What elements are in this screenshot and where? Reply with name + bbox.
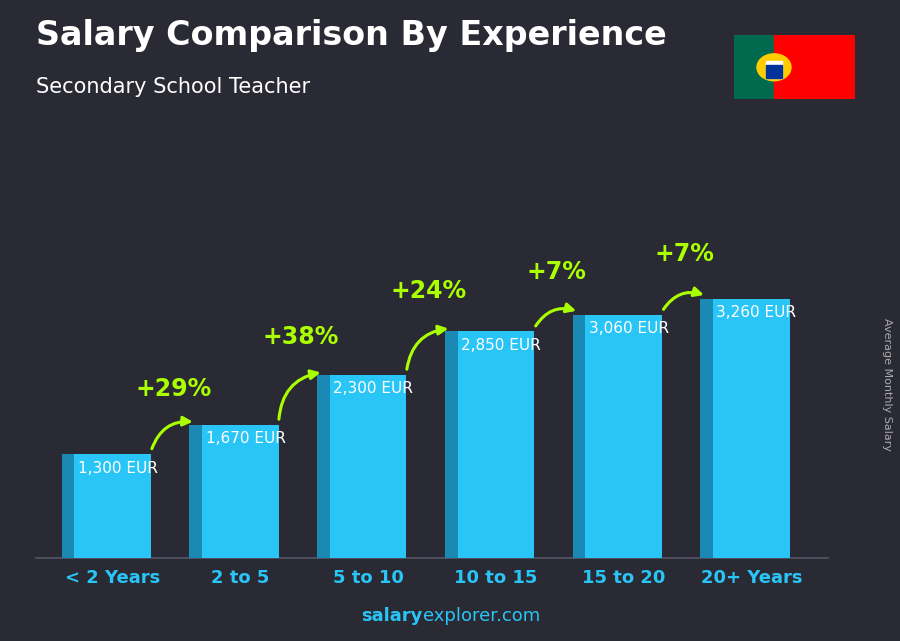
Polygon shape: [317, 375, 329, 558]
Bar: [774, 71, 782, 78]
Bar: [713, 299, 789, 558]
Bar: [774, 35, 855, 99]
Text: +24%: +24%: [391, 279, 467, 303]
Bar: [774, 65, 782, 71]
Text: 2,300 EUR: 2,300 EUR: [333, 381, 413, 397]
Bar: [734, 35, 774, 99]
Bar: [457, 331, 535, 558]
Polygon shape: [445, 331, 457, 558]
Text: Average Monthly Salary: Average Monthly Salary: [881, 318, 892, 451]
Text: +7%: +7%: [526, 260, 587, 284]
Text: +38%: +38%: [263, 325, 339, 349]
Bar: [329, 375, 407, 558]
Circle shape: [757, 54, 791, 81]
Bar: [585, 315, 662, 558]
Bar: [766, 65, 774, 71]
Polygon shape: [189, 425, 202, 558]
Bar: [75, 454, 151, 558]
Polygon shape: [572, 315, 585, 558]
Text: 3,260 EUR: 3,260 EUR: [716, 305, 796, 320]
Text: 2,850 EUR: 2,850 EUR: [461, 338, 541, 353]
Text: 1,300 EUR: 1,300 EUR: [77, 461, 158, 476]
Text: +29%: +29%: [135, 378, 212, 401]
Bar: [766, 71, 774, 78]
FancyBboxPatch shape: [729, 32, 859, 103]
Text: Secondary School Teacher: Secondary School Teacher: [36, 77, 310, 97]
Text: +7%: +7%: [654, 242, 715, 265]
Bar: [766, 61, 782, 78]
Text: 3,060 EUR: 3,060 EUR: [589, 321, 669, 336]
Polygon shape: [700, 299, 713, 558]
Text: Salary Comparison By Experience: Salary Comparison By Experience: [36, 19, 667, 52]
Text: explorer.com: explorer.com: [423, 607, 540, 625]
Text: salary: salary: [362, 607, 423, 625]
Text: 1,670 EUR: 1,670 EUR: [205, 431, 285, 447]
Polygon shape: [61, 454, 75, 558]
Bar: [202, 425, 279, 558]
